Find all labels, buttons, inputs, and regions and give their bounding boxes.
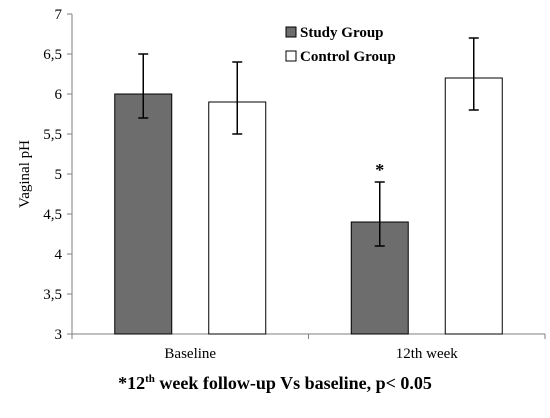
bar-chart: 3 3,5 4 4,5 5 5,5 6 6,5 7 Vaginal pH Baseline 12th … <box>17 7 546 362</box>
significance-asterisk: * <box>375 160 384 180</box>
bar <box>114 93 173 335</box>
legend-label: Study Group <box>300 25 384 41</box>
y-tick-label: 3,5 <box>43 287 62 303</box>
legend-swatch <box>285 26 297 38</box>
x-tick-label: Baseline <box>164 346 216 362</box>
footnote-suffix: week follow-up Vs baseline, p< 0.05 <box>154 373 432 393</box>
y-tick-label: 3 <box>55 327 63 343</box>
y-tick-label: 6,5 <box>43 47 62 63</box>
x-tick-label: 12th week <box>396 346 459 362</box>
y-tick-label: 4 <box>55 247 63 263</box>
footnote-prefix: *12 <box>118 373 146 393</box>
legend-label: Control Group <box>300 49 396 65</box>
y-axis-label: Vaginal pH <box>17 140 33 208</box>
footnote-superscript: th <box>145 373 155 385</box>
bar <box>208 101 267 335</box>
legend-swatch <box>285 50 297 62</box>
bar <box>444 77 503 335</box>
y-tick-label: 6 <box>55 87 63 103</box>
y-tick-label: 5,5 <box>43 127 62 143</box>
y-tick-label: 5 <box>55 167 63 183</box>
y-tick-label: 4,5 <box>43 207 62 223</box>
footnote: *12th week follow-up Vs baseline, p< 0.0… <box>0 373 550 394</box>
y-tick-label: 7 <box>55 7 63 23</box>
